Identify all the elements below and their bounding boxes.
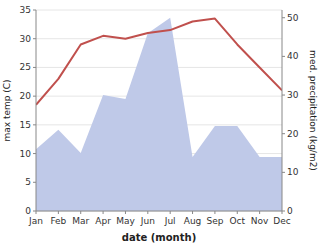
y-axis-label: max temp (C) — [2, 79, 12, 141]
x-tick — [125, 211, 126, 214]
y-tick — [33, 124, 36, 125]
x-tick-label: Sep — [206, 216, 223, 226]
data — [36, 18, 282, 211]
x-tick — [58, 211, 59, 214]
y-tick — [33, 96, 36, 97]
y2-tick-label: 10 — [287, 167, 299, 177]
x-tick — [103, 211, 104, 214]
x-tick — [80, 211, 81, 214]
grid — [36, 10, 282, 211]
x-tick — [170, 211, 171, 214]
y2-tick-label: 50 — [287, 13, 299, 23]
y-tick-label: 30 — [20, 34, 32, 44]
x-tick-label: Mar — [72, 216, 89, 226]
x-tick — [214, 211, 215, 214]
x-tick — [192, 211, 193, 214]
y2-tick — [282, 95, 285, 96]
y2-tick-label: 40 — [287, 51, 299, 61]
x-tick — [282, 211, 283, 214]
y-tick — [33, 153, 36, 154]
x-axis-label: date (month) — [122, 232, 196, 243]
y2-tick-label: 0 — [287, 206, 293, 216]
y2-tick — [282, 172, 285, 173]
y-tick — [33, 182, 36, 183]
x-tick-label: Jan — [28, 216, 43, 226]
x-tick — [36, 211, 37, 214]
axes: 0 5 10 15 20 25 30 35 0 10 20 30 40 50 Jan Feb Mar Apr May… — [20, 5, 299, 226]
y-tick-label: 15 — [20, 120, 31, 130]
line — [36, 19, 282, 105]
x-tick — [259, 211, 260, 214]
chart: 0 5 10 15 20 25 30 35 0 10 20 30 40 50 Jan Feb Mar Apr May… — [0, 0, 318, 247]
x-tick-label: Aug — [184, 216, 202, 226]
x-tick-label: May — [116, 216, 135, 226]
y-tick-label: 20 — [20, 91, 32, 101]
y-axis-line — [36, 10, 37, 211]
y-tick — [33, 38, 36, 39]
y2-tick — [282, 133, 285, 134]
grid-line — [36, 10, 282, 11]
y-tick — [33, 67, 36, 68]
y2-axis-label: med. precipitation (kg/m2) — [308, 50, 318, 171]
x-tick-label: Oct — [229, 216, 245, 226]
y2-tick — [282, 56, 285, 57]
x-axis-line — [36, 211, 282, 212]
y-tick-label: 25 — [20, 62, 31, 72]
x-tick-label: Apr — [95, 216, 111, 226]
y-tick — [33, 10, 36, 11]
x-tick — [237, 211, 238, 214]
y2-tick-label: 30 — [287, 90, 299, 100]
y2-axis-line — [282, 10, 283, 211]
y-tick-label: 10 — [20, 149, 32, 159]
y-tick-label: 35 — [20, 5, 31, 15]
x-tick-label: Nov — [251, 216, 269, 226]
x-tick — [147, 211, 148, 214]
x-tick-label: Jul — [164, 216, 176, 226]
x-tick-label: Jun — [140, 216, 155, 226]
y2-tick-label: 20 — [287, 129, 299, 139]
y2-tick — [282, 17, 285, 18]
y-tick-label: 5 — [25, 177, 31, 187]
x-tick-label: Dec — [273, 216, 290, 226]
area — [36, 18, 282, 211]
y-tick-label: 0 — [25, 206, 31, 216]
x-tick-label: Feb — [50, 216, 66, 226]
grid-line — [36, 211, 282, 212]
